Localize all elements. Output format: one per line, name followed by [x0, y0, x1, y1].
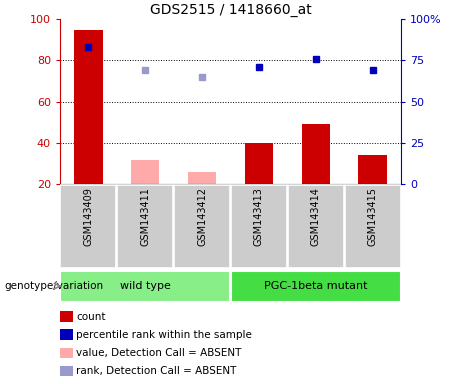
Text: GSM143411: GSM143411: [140, 187, 150, 246]
Text: wild type: wild type: [120, 281, 171, 291]
Text: GSM143414: GSM143414: [311, 187, 321, 246]
Text: genotype/variation: genotype/variation: [5, 281, 104, 291]
Bar: [174, 185, 230, 268]
Bar: [345, 185, 401, 268]
Bar: [60, 185, 116, 268]
Text: PGC-1beta mutant: PGC-1beta mutant: [264, 281, 367, 291]
Text: GSM143412: GSM143412: [197, 187, 207, 246]
Text: GSM143415: GSM143415: [367, 187, 378, 246]
Bar: [131, 160, 160, 184]
Title: GDS2515 / 1418660_at: GDS2515 / 1418660_at: [150, 3, 311, 17]
Bar: [188, 172, 216, 184]
Bar: [301, 124, 330, 184]
Bar: [231, 185, 287, 268]
Bar: [245, 143, 273, 184]
Text: rank, Detection Call = ABSENT: rank, Detection Call = ABSENT: [76, 366, 236, 376]
Bar: [118, 185, 173, 268]
Text: percentile rank within the sample: percentile rank within the sample: [76, 330, 252, 340]
Bar: [231, 271, 401, 302]
Bar: [74, 30, 102, 184]
Text: GSM143413: GSM143413: [254, 187, 264, 246]
Bar: [358, 156, 387, 184]
Text: count: count: [76, 312, 106, 322]
Text: GSM143409: GSM143409: [83, 187, 94, 246]
Text: value, Detection Call = ABSENT: value, Detection Call = ABSENT: [76, 348, 242, 358]
Bar: [288, 185, 343, 268]
Bar: [60, 271, 230, 302]
